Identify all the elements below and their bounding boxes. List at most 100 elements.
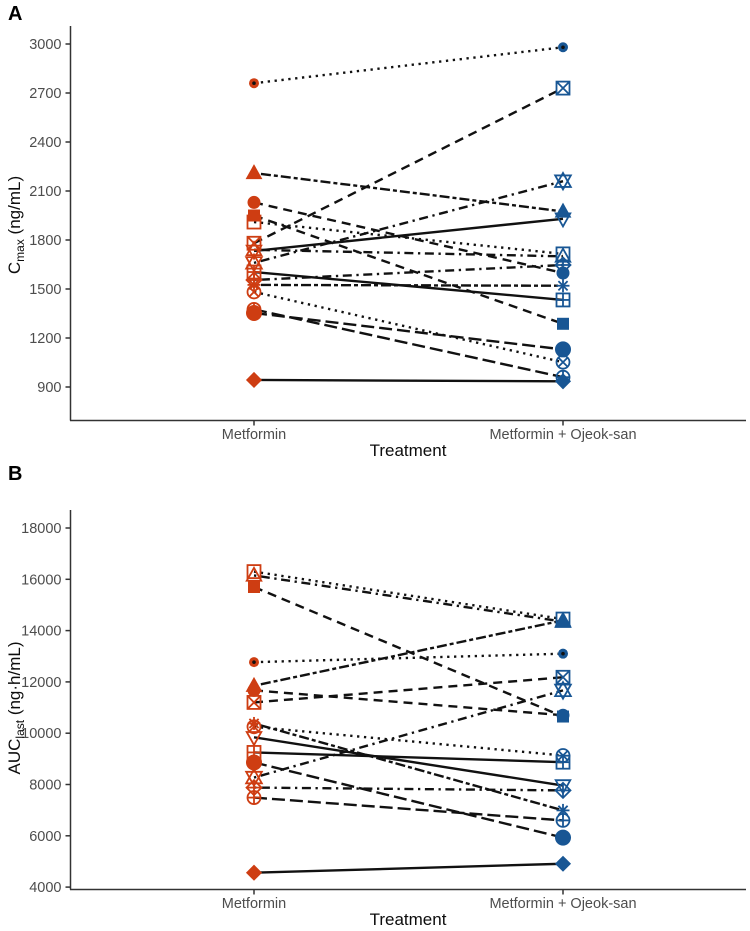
marker-circle-dot-icon: [558, 42, 568, 53]
subject-S15-line: [253, 862, 564, 874]
marker-square-x-icon: [555, 80, 571, 96]
marker-open-triangle-down-icon: [554, 212, 572, 229]
y-tick-label: 2700: [29, 86, 61, 102]
y-tick-label: 8000: [29, 778, 61, 794]
subject-S13-line: [253, 796, 564, 822]
x-category-label: Metformin + Ojeok-san: [489, 896, 636, 912]
panel-a-x-axis-title: Treatment: [370, 441, 447, 460]
marker-filled-circle-icon: [246, 305, 262, 322]
subject-S01-line: [253, 652, 564, 664]
x-category-label: Metformin + Ojeok-san: [489, 427, 636, 443]
marker-filled-triangle-icon: [245, 164, 263, 180]
marker-circle-x-icon: [246, 719, 262, 735]
marker-filled-circle-icon: [246, 754, 262, 771]
subject-S16-line: [253, 201, 564, 275]
subject-S04-line: [253, 619, 564, 687]
marker-circle-dot-icon: [249, 78, 259, 89]
subject-S07-line: [253, 248, 564, 258]
marker-circle-dot-icon: [249, 657, 259, 668]
marker-square-plus-icon: [555, 292, 571, 308]
panel-b-axes-layer: 18000 16000 14000 12000 10000 8000 6000 4000 Met…: [21, 510, 746, 912]
y-tick-label: 2400: [29, 135, 61, 151]
marker-diamond-plus-icon: [554, 781, 572, 800]
marker-filled-circle-icon: [555, 829, 571, 846]
y-tick-label: 16000: [21, 572, 61, 588]
marker-filled-circle-icon: [556, 266, 570, 280]
subject-S08-line: [253, 214, 564, 325]
marker-open-triangle-icon: [245, 240, 263, 257]
subject-S12-line: [253, 725, 564, 757]
marker-asterisk-icon: [556, 279, 570, 293]
panel-b-markers-layer: [244, 564, 573, 881]
marker-open-square-icon: [246, 564, 262, 580]
subject-S04-line: [253, 171, 564, 213]
y-tick-label: 1200: [29, 331, 61, 347]
subject-S03-line: [253, 689, 564, 779]
subject-S07-line: [253, 574, 564, 623]
panel-b-letter: B: [8, 463, 22, 485]
subject-S10-line: [253, 263, 564, 282]
panel-a-axes-layer: 3000 2700 2400 2100 1800 1500 1200 900 Metformin…: [29, 26, 746, 443]
y-tick-label: 1500: [29, 282, 61, 298]
subject-S11-line: [253, 283, 564, 287]
panel-b-lines-layer: [253, 570, 564, 874]
y-tick-label: 10000: [21, 726, 61, 742]
marker-filled-square-icon: [248, 209, 260, 222]
marker-open-triangle-icon: [245, 565, 263, 582]
marker-filled-diamond-icon: [554, 855, 572, 872]
marker-filled-square-icon: [248, 580, 260, 593]
subject-S01-line: [253, 46, 564, 85]
subject-S14-line: [253, 311, 564, 351]
panel-b-auc-chart: B 18000 16000 14000 12000 10000 8000 6000 4000 M…: [5, 463, 746, 929]
y-tick-label: 14000: [21, 624, 61, 640]
marker-filled-diamond-icon: [245, 864, 263, 881]
y-tick-label: 3000: [29, 37, 61, 53]
subject-S05-line: [253, 217, 564, 253]
marker-circle-x-icon: [555, 748, 571, 763]
subject-S02-line: [253, 676, 564, 704]
subject-S02-line: [253, 87, 564, 245]
marker-open-triangle-down-icon: [245, 731, 263, 747]
marker-filled-diamond-icon: [245, 371, 263, 389]
subject-S10-line: [253, 786, 564, 792]
marker-open-triangle-icon: [554, 612, 572, 628]
subject-S13-line: [253, 308, 564, 379]
x-category-label: Metformin: [222, 896, 286, 912]
marker-filled-circle-icon: [247, 683, 261, 697]
subject-S06-line: [253, 570, 564, 621]
marker-star-icon: [553, 171, 573, 192]
marker-circle-plus-icon: [246, 790, 262, 805]
y-tick-label: 6000: [29, 829, 61, 845]
panel-a-y-axis-title: Cmax (ng/mL): [5, 176, 27, 274]
subject-S05-line: [253, 736, 564, 787]
subject-S11-line: [253, 722, 564, 812]
marker-star-icon: [553, 680, 573, 701]
marker-open-triangle-down-icon: [245, 244, 263, 261]
marker-circle-x-icon: [246, 284, 262, 300]
panel-b-x-axis-title: Treatment: [370, 910, 447, 929]
panel-a-markers-layer: [244, 42, 573, 390]
subject-S08-line: [253, 585, 564, 718]
marker-filled-circle-icon: [247, 195, 261, 209]
marker-filled-square-icon: [557, 317, 569, 330]
subject-S16-line: [253, 689, 564, 717]
panel-a-letter: A: [8, 3, 22, 25]
y-tick-label: 12000: [21, 675, 61, 691]
marker-circle-dot-icon: [558, 648, 568, 659]
y-tick-label: 18000: [21, 521, 61, 537]
subject-S15-line: [253, 378, 564, 383]
y-tick-label: 1800: [29, 233, 61, 249]
marker-circle-plus-icon: [555, 813, 571, 828]
panel-a-cmax-chart: A 3000 2700 2400 2100 1800 1500 1200 900 Metform…: [5, 3, 746, 460]
subject-S03-line: [253, 180, 564, 265]
panel-b-y-axis-title: AUClast (ng·h/mL): [5, 641, 27, 774]
y-tick-label: 900: [37, 380, 61, 396]
subject-S12-line: [253, 290, 564, 364]
marker-filled-diamond-icon: [554, 373, 572, 390]
y-tick-label: 4000: [29, 880, 61, 896]
marker-filled-circle-icon: [555, 341, 571, 358]
x-category-label: Metformin: [222, 427, 286, 443]
subject-S09-line: [253, 751, 564, 764]
panel-a-lines-layer: [253, 46, 564, 383]
